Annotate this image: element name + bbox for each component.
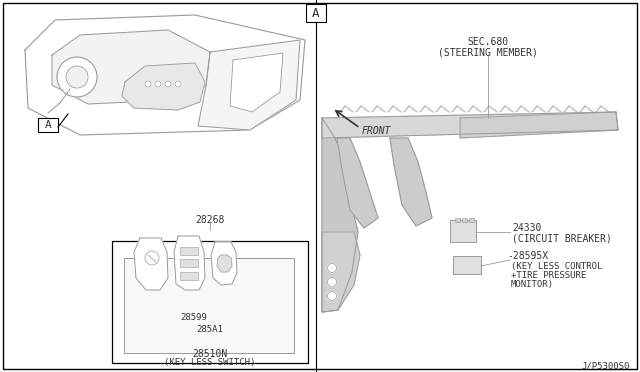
Circle shape <box>145 251 159 265</box>
Text: -28595X: -28595X <box>507 251 548 261</box>
Bar <box>112 241 308 363</box>
Bar <box>180 259 198 267</box>
Polygon shape <box>322 232 360 312</box>
Text: MONITOR): MONITOR) <box>511 279 554 289</box>
Circle shape <box>57 57 97 97</box>
Polygon shape <box>322 112 618 138</box>
Circle shape <box>145 81 151 87</box>
Polygon shape <box>52 30 210 104</box>
Text: +TIRE PRESSURE: +TIRE PRESSURE <box>511 270 586 279</box>
Bar <box>38 118 58 132</box>
Bar <box>453 256 481 274</box>
Bar <box>462 218 467 222</box>
Polygon shape <box>337 138 378 228</box>
Text: (STEERING MEMBER): (STEERING MEMBER) <box>438 47 538 57</box>
Polygon shape <box>134 238 168 290</box>
Polygon shape <box>198 40 300 130</box>
Text: (CIRCUIT BREAKER): (CIRCUIT BREAKER) <box>512 233 612 243</box>
Text: (KEY LESS CONTROL: (KEY LESS CONTROL <box>511 262 602 270</box>
Text: 28268: 28268 <box>195 215 225 225</box>
Bar <box>469 218 474 222</box>
Circle shape <box>175 81 181 87</box>
Text: 28510N: 28510N <box>193 349 228 359</box>
Circle shape <box>66 66 88 88</box>
Polygon shape <box>174 236 205 290</box>
Bar <box>455 218 460 222</box>
Circle shape <box>165 81 171 87</box>
Polygon shape <box>122 63 205 110</box>
Text: 24330: 24330 <box>512 223 541 233</box>
Bar <box>124 258 294 353</box>
Polygon shape <box>322 118 358 312</box>
Text: A: A <box>45 120 51 130</box>
Polygon shape <box>217 255 232 272</box>
Text: (KEY LESS SWITCH): (KEY LESS SWITCH) <box>164 357 256 366</box>
Text: J/P5300S0: J/P5300S0 <box>582 362 630 371</box>
Circle shape <box>328 278 337 286</box>
Text: 285A1: 285A1 <box>196 326 223 334</box>
Text: A: A <box>312 6 320 19</box>
Circle shape <box>328 263 337 273</box>
Bar <box>180 247 198 255</box>
Polygon shape <box>25 15 305 135</box>
Polygon shape <box>460 112 618 138</box>
Bar <box>306 4 326 22</box>
Text: 28599: 28599 <box>180 314 207 323</box>
Polygon shape <box>390 138 432 226</box>
Circle shape <box>155 81 161 87</box>
Text: SEC.680: SEC.680 <box>467 37 509 47</box>
Polygon shape <box>211 242 237 285</box>
Bar <box>450 220 476 242</box>
Circle shape <box>328 292 337 301</box>
Polygon shape <box>230 53 283 112</box>
Bar <box>180 272 198 280</box>
Text: FRONT: FRONT <box>362 126 392 136</box>
